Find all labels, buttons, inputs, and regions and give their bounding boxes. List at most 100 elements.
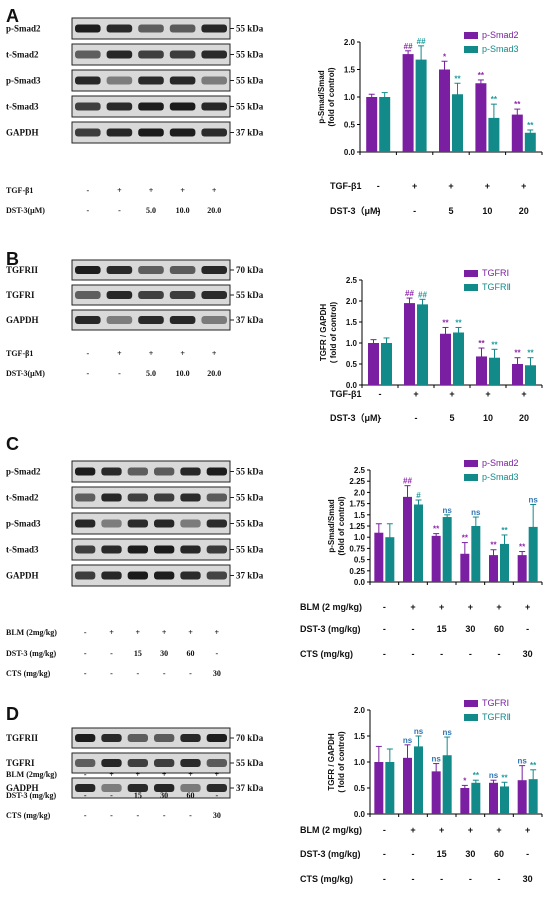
table-row-value: + [413,389,418,399]
blot-condition-value: - [86,206,89,215]
blot-strip [71,486,231,509]
blot-band [206,493,227,502]
significance-label: ** [501,526,508,535]
legend-label: p-Smad3 [482,472,519,482]
blot-band [75,24,101,33]
blot-condition-value: - [189,811,192,820]
blot-band [154,571,175,580]
bar-series-1 [517,780,527,814]
table-row-value: - [379,389,382,399]
table-row-value: + [449,389,454,399]
kda-label: 55 kDa [236,467,264,477]
blot-label: p-Smad3 [6,76,41,86]
blot-band [180,493,201,502]
table-row-value: 15 [437,624,447,634]
blot-condition-value: + [180,349,185,358]
kda-label: 70 kDa [236,265,264,275]
y-axis-label-line: p-Smad/Smad [327,499,336,552]
blot-band [101,467,122,476]
table-row-label: TGF-β1 [330,181,362,191]
significance-label: ## [417,37,426,46]
blot-band [180,467,201,476]
significance-label: ** [454,74,461,83]
table-row-value: - [383,624,386,634]
blot-band [127,784,148,792]
panel-a: Ap-Smad2 55 kDa t-Smad2 55 kDa p-Smad3 55 kDa… [6,6,543,216]
blot-band [169,102,196,111]
legend-swatch [464,474,478,481]
bar-series-2 [414,504,423,582]
y-axis-label-line: ( fold of control) [329,302,338,364]
blot-band [201,266,227,274]
blot-band [206,759,227,767]
significance-label: ** [519,543,526,552]
table-row-value: 5 [449,413,454,423]
y-tick-label: 1.0 [344,93,356,102]
table-row-label: BLM (2 mg/kg) [300,602,362,612]
y-axis-label: p-Smad/Smad (fold of control) [327,496,346,555]
bar-series-2 [442,517,452,582]
kda-label: 37 kDa [236,783,264,793]
bar-series-2 [500,786,509,814]
bar-series-1 [404,303,415,385]
blot-condition-value: - [86,369,89,378]
table-row-label: DST-3（μM) [330,413,381,423]
blot-condition-value: + [136,628,141,637]
blot-strip [71,512,231,535]
blot-band [180,519,201,528]
significance-label: ns [414,727,424,736]
table-row-value: 10 [482,206,492,216]
y-tick-label: 0.5 [344,121,356,130]
blot-condition-value: - [163,811,166,820]
blot-condition-value: + [162,770,167,779]
blot-condition-value: + [212,349,217,358]
blot-band [154,784,175,792]
bar-series-1 [403,496,412,582]
blot-band [106,102,133,111]
table-row-value: - [383,602,386,612]
blot-band [138,102,164,111]
blot-band [106,24,133,33]
y-tick-label: 1.25 [349,522,365,531]
table-row-label: BLM (2 mg/kg) [300,825,362,835]
kda-label: 55 kDa [236,758,264,768]
blot-band [101,545,122,554]
blot-band [154,493,175,502]
significance-label: * [443,52,447,61]
blot-band [180,545,201,554]
y-tick-label: 2.25 [349,477,365,486]
table-row-value: - [377,206,380,216]
y-tick-label: 1.75 [349,500,365,509]
blot-condition-value: 15 [134,649,142,658]
blot-band [75,291,101,299]
blot-condition-value: - [84,811,87,820]
blot-band [106,316,133,324]
blot-condition-label: BLM (2mg/kg) [6,770,57,779]
blot-band [75,519,96,528]
table-row-value: 10 [483,413,493,423]
bar-series-1 [431,535,441,582]
blot-condition-value: 10.0 [176,206,190,215]
blot-condition-value: 30 [160,791,168,800]
blot-label: GAPDH [6,128,39,138]
panel-letter: C [6,434,19,454]
table-row-value: + [439,602,444,612]
y-axis-label-line: ( fold of control) [337,731,346,793]
blot-label: TGFRI [6,290,35,300]
blot-band [75,571,96,580]
significance-label: ## [404,42,413,51]
table-row-label: TGF-β1 [330,389,362,399]
blot-band [75,128,101,137]
table-row-value: + [412,181,417,191]
legend-label: p-Smad2 [482,458,519,468]
blot-condition-value: 60 [187,791,195,800]
y-tick-label: 2.5 [354,466,366,475]
bar-series-2 [489,357,500,385]
significance-label: ns [442,506,452,515]
y-tick-label: 1.5 [354,511,366,520]
significance-label: ** [491,340,498,349]
blot-band [127,734,148,742]
bar-series-1 [489,782,498,814]
blot-condition-value: 30 [160,649,168,658]
table-row-value: - [415,413,418,423]
